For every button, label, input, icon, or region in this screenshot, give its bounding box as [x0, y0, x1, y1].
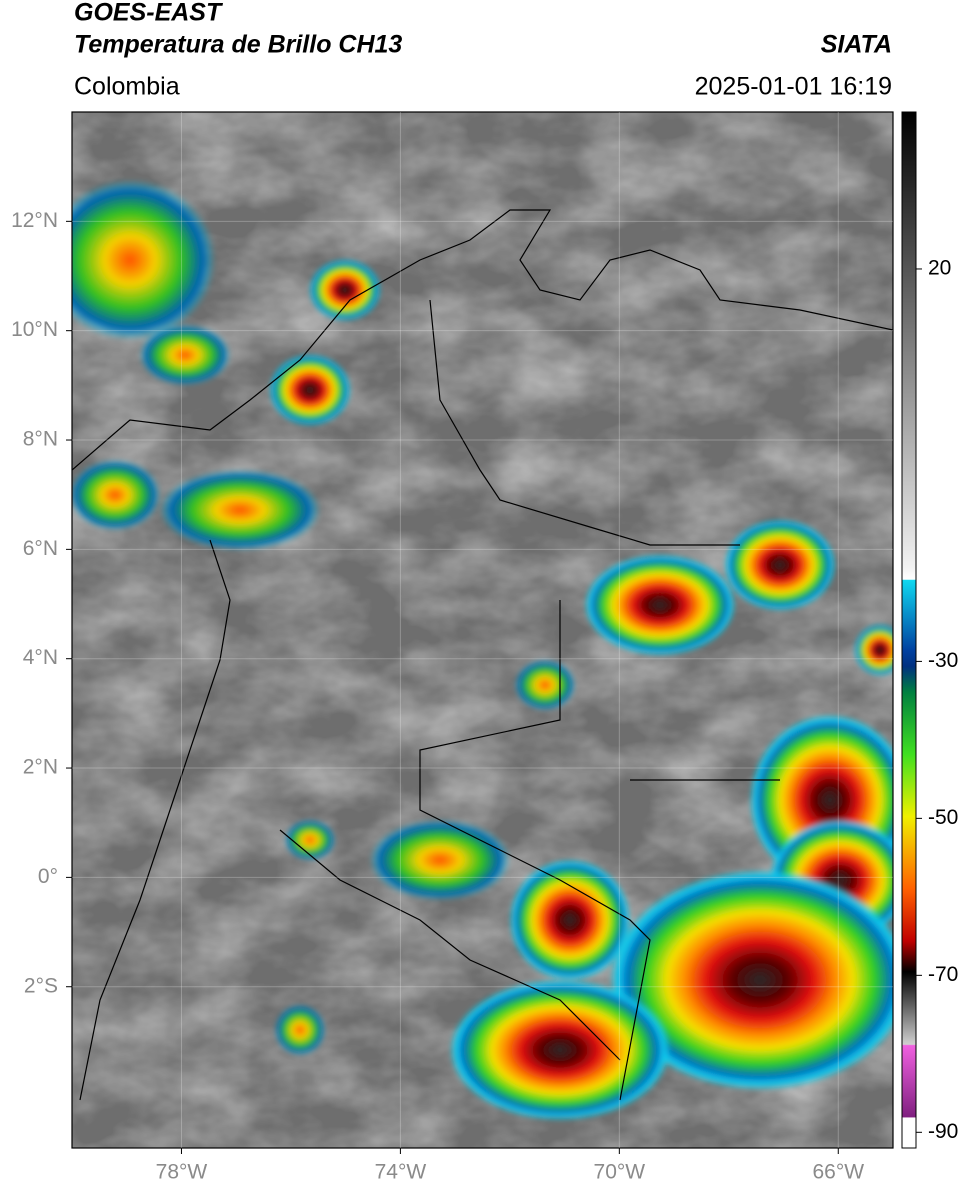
lon-label: 78°W: [156, 1161, 208, 1184]
colorbar: [901, 111, 917, 1149]
colorbar-label: -70: [928, 963, 958, 986]
lon-label: 74°W: [375, 1161, 427, 1184]
lat-label: 4°N: [23, 646, 58, 669]
lat-label: 2°N: [23, 756, 58, 779]
colorbar-label: -30: [928, 649, 958, 672]
colorbar-label: -90: [928, 1120, 958, 1143]
colorbar-label: 20: [928, 257, 951, 280]
colorbar-label: -50: [928, 806, 958, 829]
datetime: 2025-01-01 16:19: [695, 73, 892, 101]
map-frame: [71, 111, 894, 1149]
satellite-image: [72, 112, 893, 1148]
lat-label: 0°: [38, 865, 58, 888]
lat-label: 8°N: [23, 428, 58, 451]
subtitle: Temperatura de Brillo CH13: [74, 31, 402, 59]
region: Colombia: [74, 73, 180, 101]
lat-label: 10°N: [11, 318, 58, 341]
lon-label: 66°W: [812, 1161, 864, 1184]
title: GOES-EAST: [74, 0, 224, 27]
lat-label: 6°N: [23, 537, 58, 560]
lat-label: 2°S: [24, 974, 58, 997]
source: SIATA: [821, 31, 892, 59]
lon-label: 70°W: [594, 1161, 646, 1184]
lat-label: 12°N: [11, 209, 58, 232]
